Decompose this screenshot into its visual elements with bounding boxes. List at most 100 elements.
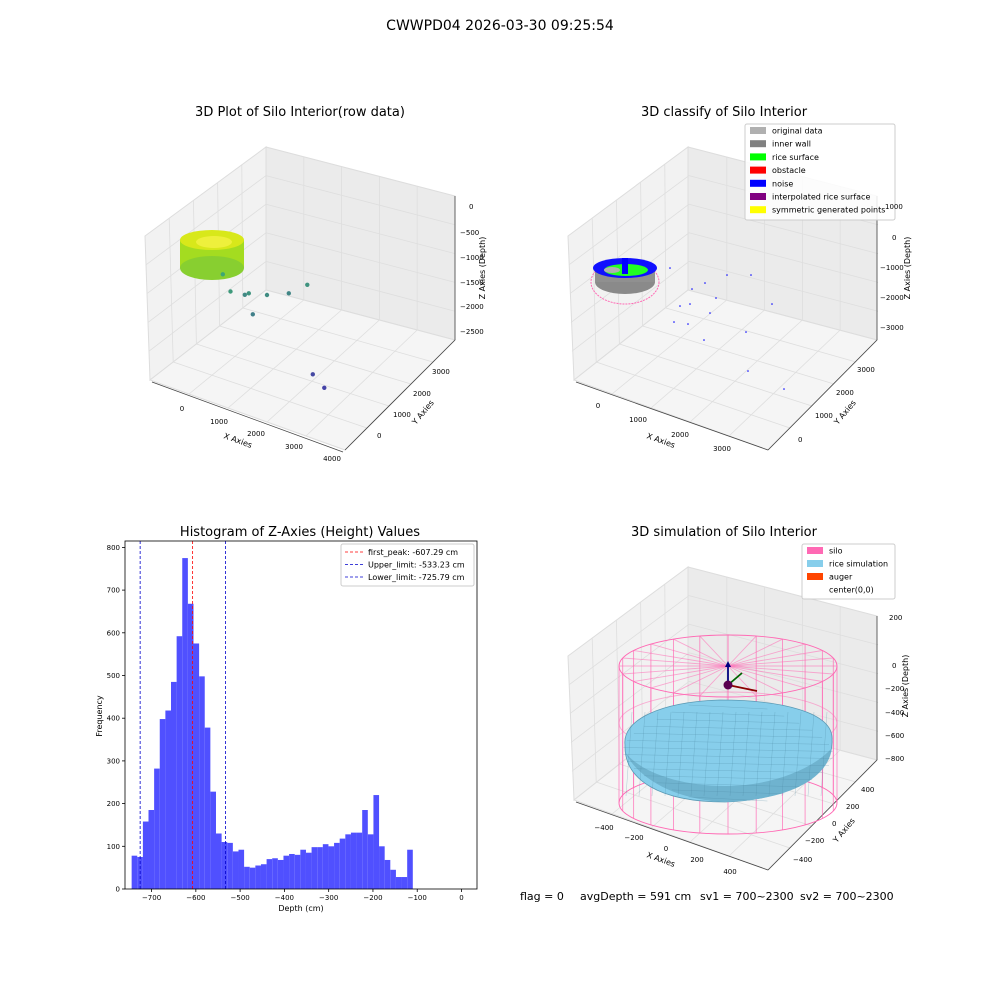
rice-mesh-line	[664, 711, 672, 797]
sim-3d-x-axis	[575, 801, 769, 871]
sim-x-tick: 400	[723, 868, 736, 876]
histogram-y-tick-label: 100	[107, 843, 120, 851]
sim-rice-surface	[623, 699, 833, 803]
cls-x-tick: 0	[596, 402, 600, 410]
silo-wire-spoke	[622, 657, 729, 667]
gridline	[619, 343, 813, 407]
classify-noise-point	[687, 323, 689, 325]
histogram-bar	[176, 636, 183, 889]
sim-y-tick: 400	[861, 786, 874, 794]
classify-3d-z-ticks: 1000 0 −1000 −2000 −3000	[880, 203, 904, 332]
rice-mesh-line	[626, 761, 830, 766]
raw-3d-y-label: Y Axies	[410, 398, 436, 427]
sim-x-tick: 200	[690, 856, 703, 864]
silo-wire-spoke	[727, 650, 823, 667]
cls-x-tick: 1000	[629, 416, 647, 424]
sim-y-tick: 200	[846, 803, 859, 811]
panel-simulation-3d: 3D simulation of Silo Interior	[567, 525, 910, 876]
silo-wire-spoke	[727, 665, 834, 675]
histogram-bar	[294, 854, 301, 889]
histogram-bar	[260, 864, 267, 889]
histogram-y-tick-label: 300	[107, 757, 120, 765]
classify-legend-label: rice surface	[772, 153, 819, 162]
histogram-bar	[154, 768, 160, 889]
rice-mesh-line	[729, 711, 737, 797]
sim-legend-swatch	[807, 586, 823, 593]
gridline	[688, 623, 879, 674]
histogram-y-tick-label: 500	[107, 672, 120, 680]
classify-legend-swatch	[750, 166, 766, 174]
rice-mesh-line	[671, 711, 785, 717]
classify-legend-label: noise	[772, 179, 793, 188]
sim-3d-z-ticks: 200 0 −200 −400 −600 −800	[885, 614, 904, 763]
silo-wire-spoke	[673, 665, 729, 694]
histogram-legend-label: Upper_limit: -533.23 cm	[368, 561, 465, 570]
raw-outlier-point	[264, 292, 270, 298]
raw-outlier-point	[246, 291, 251, 296]
gridline	[196, 343, 390, 407]
classify-noise-point	[771, 303, 773, 305]
raw-z-tick: −1000	[460, 254, 484, 262]
raw-x-tick: 4000	[323, 455, 341, 463]
histogram-x-tick-label: 0	[459, 894, 463, 902]
histogram-x-ticks: −700 −600 −500 −400 −300 −200 −100 0	[142, 889, 464, 902]
classify-3d-x-ticks: 0 1000 2000 3000	[596, 402, 731, 453]
histogram-bar	[384, 859, 391, 889]
classify-noise-point	[703, 339, 705, 341]
histogram-bar	[159, 719, 166, 889]
sim-z-tick: −600	[885, 732, 904, 740]
silo-wire-spoke	[699, 665, 729, 697]
classify-noise-point	[704, 282, 706, 284]
histogram-bar	[272, 858, 278, 889]
cls-z-tick: 1000	[885, 203, 903, 211]
sim-3d-x-label: X Axies	[645, 850, 676, 869]
cls-z-tick: −3000	[880, 324, 904, 332]
classify-noise-point	[691, 288, 693, 290]
histogram-bar	[227, 842, 233, 889]
histogram-reference-lines	[139, 541, 226, 889]
histogram-y-tick-label: 400	[107, 715, 120, 723]
silo-wire-spoke	[673, 638, 729, 667]
classify-3d-y-label: Y Axies	[832, 398, 858, 427]
raw-outlier-point	[305, 282, 310, 287]
classify-noise-point	[745, 331, 747, 333]
gridline	[241, 164, 244, 309]
raw-3d-title: 3D Plot of Silo Interior(row data)	[195, 105, 405, 120]
histogram-bar	[182, 558, 188, 889]
histogram-bar	[238, 849, 245, 889]
histogram-x-tick-label: −100	[408, 894, 427, 902]
histogram-bar	[171, 681, 177, 889]
center-point	[723, 680, 733, 690]
raw-outlier-point	[228, 289, 233, 294]
rice-mesh-line	[651, 711, 659, 797]
rice-mesh-line	[716, 711, 724, 797]
silo-wire-spoke	[650, 643, 729, 667]
histogram-bar	[289, 853, 295, 889]
silo-wire-spoke	[699, 635, 729, 667]
gridline	[664, 584, 667, 729]
raw-3d-gridlines	[145, 156, 456, 437]
histogram-bar	[367, 834, 374, 889]
rice-mesh-line	[820, 711, 828, 797]
raw-3d-y-ticks: 0 1000 2000 3000	[377, 368, 450, 440]
silo-wire-spoke	[650, 665, 729, 689]
silo-wire-spoke	[633, 665, 729, 682]
histogram-y-tick-label: 800	[107, 544, 120, 552]
classify-3d-z-label: Z Axies (Depth)	[903, 237, 912, 300]
histogram-frame	[124, 540, 478, 890]
figure-title: CWWPD04 2026-03-30 09:25:54	[386, 18, 614, 34]
classify-3d-y-ticks: 0 1000 2000 3000	[798, 366, 875, 444]
classify-legend-swatch	[750, 206, 766, 214]
raw-x-tick: 3000	[285, 443, 303, 451]
classify-3d-x-axis	[575, 381, 769, 451]
raw-x-tick: 1000	[210, 418, 228, 426]
rice-mesh-line	[626, 740, 830, 745]
histogram-legend-frame	[340, 543, 475, 587]
cls-noise-spike	[622, 258, 628, 274]
classify-noise-point	[669, 267, 671, 269]
cls-original-data	[604, 267, 620, 273]
histogram-bar	[221, 842, 228, 889]
gridline	[596, 781, 791, 849]
sim-3d-y-ticks: 400 200 0 −200 −400	[793, 786, 874, 864]
histogram-bar	[215, 833, 222, 889]
